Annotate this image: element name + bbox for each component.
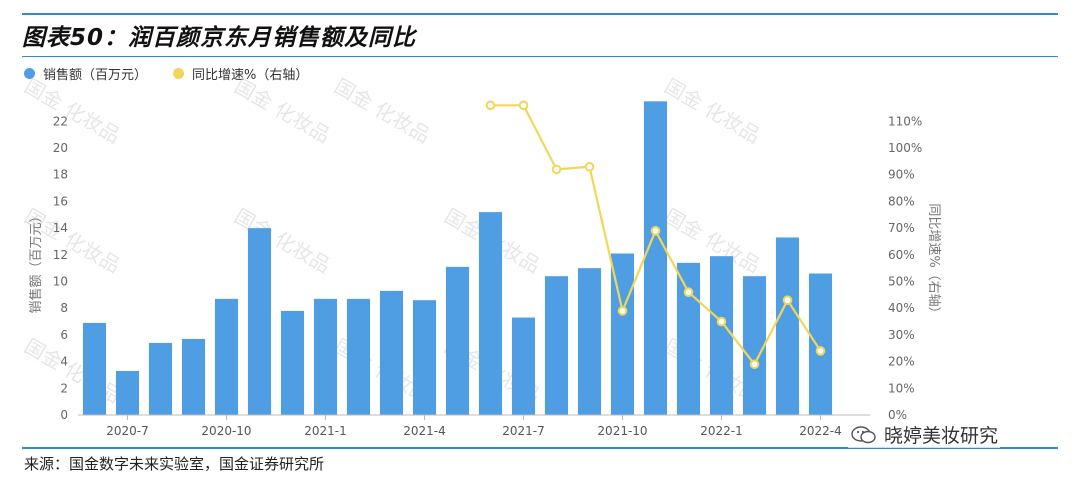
bar-2020-10 [214, 298, 239, 415]
y2-tick-label: 100% [888, 141, 922, 155]
bar-2021-9 [577, 268, 602, 415]
bar-2020-6 [82, 322, 107, 415]
growth-point [683, 287, 694, 298]
growth-point [551, 164, 562, 175]
y2-tick-label: 60% [888, 248, 915, 262]
legend-label-sales: 销售额（百万元） [43, 68, 148, 83]
bar-2020-9 [181, 338, 206, 415]
growth-point [815, 346, 826, 356]
bar-2022-3 [775, 237, 800, 415]
bar-2021-8 [544, 276, 569, 415]
y-tick-label: 18 [53, 168, 68, 182]
bar-2021-6 [478, 212, 503, 415]
growth-point [617, 306, 628, 316]
y2-tick-label: 0% [888, 408, 907, 422]
source-top-rule [22, 447, 1058, 449]
growth-point [584, 161, 595, 172]
growth-point [485, 100, 496, 111]
y2-tick-label: 40% [888, 301, 915, 315]
y2-tick-label: 50% [888, 275, 915, 289]
x-tick-label: 2022-4 [799, 424, 842, 438]
wechat-icon [851, 425, 876, 443]
legend-swatch-line [173, 68, 185, 79]
source-note: 来源：国金数字未来实验室，国金证券研究所 [24, 455, 325, 473]
growth-point [782, 295, 793, 306]
y-tick-label: 22 [53, 114, 68, 128]
bar-2021-1 [313, 298, 338, 415]
bar-2022-1 [709, 256, 734, 415]
y-tick-label: 14 [53, 221, 68, 235]
y2-tick-label: 20% [888, 355, 915, 369]
y2-axis-title: 同比增速%（右轴） [926, 203, 941, 319]
x-tick-label: 2020-10 [201, 424, 251, 438]
bar-2021-5 [445, 266, 470, 415]
x-tick-label: 2021-10 [597, 424, 647, 438]
y-tick-label: 6 [60, 328, 68, 342]
bar-2020-8 [148, 342, 173, 415]
y-tick-label: 10 [53, 275, 68, 289]
title-top-rule [22, 13, 1058, 15]
bar-2020-7 [115, 370, 140, 415]
legend-label-growth: 同比增速%（右轴） [192, 68, 309, 83]
bar-2021-3 [379, 290, 404, 415]
y2-tick-label: 90% [888, 168, 915, 182]
y-tick-label: 4 [60, 355, 68, 369]
y-tick-label: 8 [60, 301, 68, 315]
legend-item-sales: 销售额（百万元） [24, 64, 147, 83]
bar-2021-4 [412, 300, 437, 415]
growth-point [749, 359, 760, 370]
legend-item-growth: 同比增速%（右轴） [173, 64, 308, 83]
legend-swatch-bar [24, 68, 35, 79]
x-tick-label: 2021-4 [403, 424, 446, 438]
chart-legend: 销售额（百万元） 同比增速%（右轴） [24, 64, 334, 83]
bar-2020-12 [280, 310, 305, 415]
growth-point [650, 226, 661, 236]
brand-name: 晓婷美妆研究 [884, 425, 999, 447]
growth-point [716, 316, 727, 327]
y-tick-label: 0 [60, 408, 68, 422]
y-axis-title: 销售额（百万元） [28, 209, 44, 313]
x-tick-label: 2021-7 [502, 424, 545, 438]
bar-2020-11 [247, 228, 272, 415]
x-tick-label: 2020-7 [106, 424, 149, 438]
bar-2021-2 [346, 298, 371, 415]
y2-tick-label: 110% [888, 114, 922, 128]
y-tick-label: 16 [53, 194, 68, 208]
y-tick-label: 20 [53, 141, 68, 155]
y2-tick-label: 80% [888, 194, 915, 208]
bar-2022-4 [808, 273, 833, 415]
title-bottom-rule [22, 56, 1058, 57]
y2-tick-label: 10% [888, 381, 915, 395]
y-tick-label: 2 [60, 381, 68, 395]
x-tick-label: 2022-1 [700, 424, 743, 438]
bar-2022-2 [742, 276, 767, 415]
y2-tick-label: 70% [888, 221, 915, 235]
x-tick-label: 2021-1 [304, 424, 347, 438]
y2-tick-label: 30% [888, 328, 915, 342]
figure-title: 图表50：润百颜京东月销售额及同比 [22, 25, 417, 51]
y-tick-label: 12 [53, 248, 68, 262]
bar-2021-11 [643, 101, 668, 416]
bar-2021-10 [610, 253, 635, 415]
growth-point [518, 100, 529, 111]
bar-2021-7 [511, 317, 536, 415]
bar-2021-12 [676, 262, 701, 415]
brand-badge: 晓婷美妆研究 [848, 421, 1001, 448]
